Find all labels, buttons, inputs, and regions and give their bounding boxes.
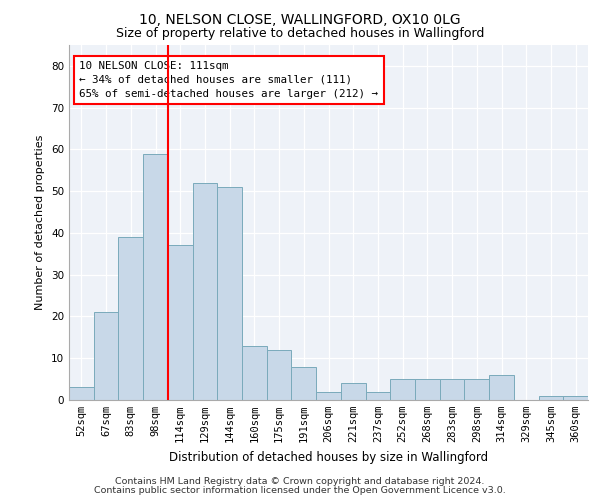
Text: Size of property relative to detached houses in Wallingford: Size of property relative to detached ho… — [116, 28, 484, 40]
Bar — [242, 346, 267, 400]
Bar — [168, 246, 193, 400]
Bar — [69, 388, 94, 400]
Bar — [292, 366, 316, 400]
Bar — [539, 396, 563, 400]
Bar — [365, 392, 390, 400]
Bar — [390, 379, 415, 400]
Y-axis label: Number of detached properties: Number of detached properties — [35, 135, 46, 310]
Bar — [217, 187, 242, 400]
Bar — [143, 154, 168, 400]
Bar — [341, 384, 365, 400]
Text: Contains public sector information licensed under the Open Government Licence v3: Contains public sector information licen… — [94, 486, 506, 495]
Bar — [316, 392, 341, 400]
Bar — [193, 183, 217, 400]
X-axis label: Distribution of detached houses by size in Wallingford: Distribution of detached houses by size … — [169, 450, 488, 464]
Text: 10 NELSON CLOSE: 111sqm
← 34% of detached houses are smaller (111)
65% of semi-d: 10 NELSON CLOSE: 111sqm ← 34% of detache… — [79, 61, 379, 99]
Bar — [563, 396, 588, 400]
Bar — [489, 375, 514, 400]
Bar — [440, 379, 464, 400]
Bar — [267, 350, 292, 400]
Text: 10, NELSON CLOSE, WALLINGFORD, OX10 0LG: 10, NELSON CLOSE, WALLINGFORD, OX10 0LG — [139, 12, 461, 26]
Bar — [464, 379, 489, 400]
Bar — [118, 237, 143, 400]
Bar — [415, 379, 440, 400]
Bar — [94, 312, 118, 400]
Text: Contains HM Land Registry data © Crown copyright and database right 2024.: Contains HM Land Registry data © Crown c… — [115, 477, 485, 486]
